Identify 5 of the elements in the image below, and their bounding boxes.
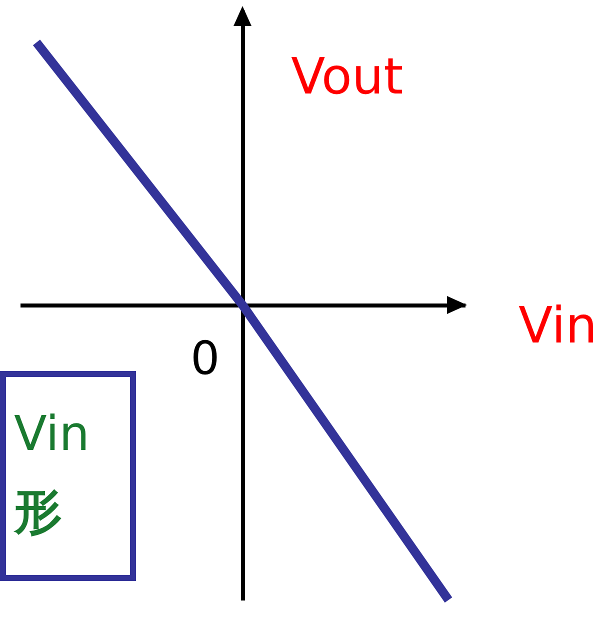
annotation: 0 bbox=[190, 331, 220, 385]
x-axis-title: Vin bbox=[518, 296, 598, 354]
annotation: 形 bbox=[14, 484, 62, 540]
annotation: Vin bbox=[14, 406, 90, 462]
y-axis-title: Vout bbox=[291, 48, 404, 106]
